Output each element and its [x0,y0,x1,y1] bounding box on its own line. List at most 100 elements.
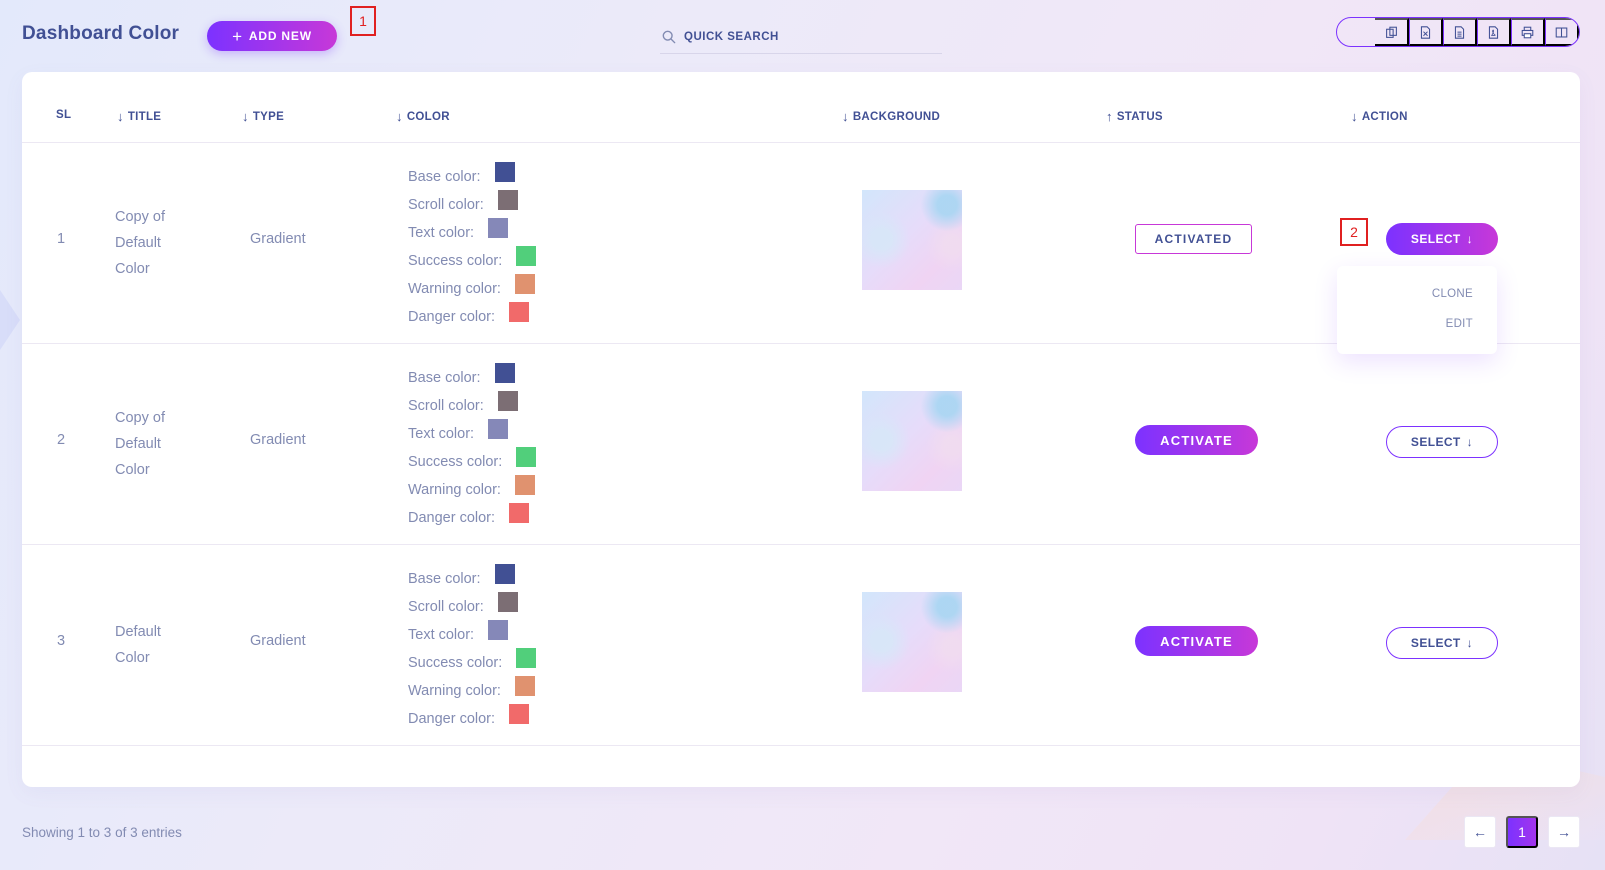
activate-button[interactable]: ACTIVATE [1135,626,1258,656]
table-row: 1 Copy of Default Color Gradient Base co… [22,143,1580,344]
excel-icon [1420,25,1431,39]
row-title: Default Color [115,624,161,666]
page-title: Dashboard Color [22,23,180,44]
color-item-base: Base color: [408,363,536,392]
select-button[interactable]: SELECT ↓ [1386,627,1498,659]
color-item-base: Base color: [408,162,536,191]
color-item-scroll: Scroll color: [408,190,536,219]
color-item-danger: Danger color: [408,704,536,733]
select-button[interactable]: SELECT ↓ [1386,426,1498,458]
color-swatch [497,391,518,411]
color-swatch [514,274,535,294]
color-swatch [497,190,518,210]
color-item-success: Success color: [408,648,537,677]
color-item-scroll: Scroll color: [408,592,536,621]
color-item-text: Text color: [408,218,536,247]
color-swatch [516,246,537,266]
annotation-marker: 1 [350,6,376,36]
print-button[interactable] [1511,18,1545,46]
pagination-next-button[interactable]: → [1548,816,1580,848]
color-item-warning: Warning color: [408,475,536,504]
color-swatch [488,419,509,439]
color-item-danger: Danger color: [408,503,536,532]
action-dropdown-menu: CLONE EDIT [1337,266,1497,354]
color-item-text: Text color: [408,419,536,448]
chevron-down-icon: ↓ [1466,435,1474,449]
row-type: Gradient [250,231,306,247]
row-title: Copy of Default Color [115,209,165,277]
pdf-button[interactable] [1477,18,1511,46]
color-item-text: Text color: [408,620,536,649]
copy-icon [1385,26,1397,38]
column-header-title[interactable]: ↓ TITLE [117,109,161,124]
column-header-type[interactable]: ↓ TYPE [242,109,284,124]
background-thumbnail [862,592,962,692]
color-item-warning: Warning color: [408,676,536,705]
sort-down-icon: ↓ [1351,109,1358,124]
color-swatch [516,648,537,668]
background-thumbnail [862,190,962,290]
color-swatch [514,475,535,495]
color-list: Base color: Scroll color: Text color: Su… [408,363,537,532]
entries-info: Showing 1 to 3 of 3 entries [22,825,182,840]
table-row: 3 Default Color Gradient Base color: Scr… [22,545,1580,746]
table-header: SL ↓ TITLE ↓ TYPE ↓ COLOR ↓ BACKGROUND ↑… [22,72,1580,143]
color-swatch [494,363,515,383]
plus-icon: + [232,26,243,46]
column-label: TITLE [127,110,162,123]
print-icon [1521,26,1534,38]
color-swatch [497,592,518,612]
excel-button[interactable] [1409,18,1443,46]
activate-button[interactable]: ACTIVATE [1135,425,1258,455]
column-header-sl[interactable]: SL [56,109,71,121]
sort-down-icon: ↓ [117,109,124,124]
csv-button[interactable] [1443,18,1477,46]
column-header-action[interactable]: ↓ ACTION [1351,109,1408,124]
columns-button[interactable] [1545,18,1579,46]
column-header-status[interactable]: ↑ STATUS [1106,109,1163,124]
quick-search[interactable]: QUICK SEARCH [660,20,942,54]
color-table-card: SL ↓ TITLE ↓ TYPE ↓ COLOR ↓ BACKGROUND ↑… [22,72,1580,787]
row-sl: 2 [57,432,66,448]
column-label: TYPE [252,110,285,123]
add-new-button[interactable]: + ADD NEW [207,21,337,51]
select-button[interactable]: SELECT ↓ [1386,223,1498,255]
pagination-prev-button[interactable]: ← [1464,816,1496,848]
color-list: Base color: Scroll color: Text color: Su… [408,162,537,331]
row-type: Gradient [250,633,306,649]
column-label: SL [56,109,72,121]
search-icon [662,30,676,43]
color-swatch [488,620,509,640]
pagination-page-1[interactable]: 1 [1506,816,1538,848]
color-swatch [494,564,515,584]
color-item-scroll: Scroll color: [408,391,536,420]
column-label: ACTION [1361,110,1408,123]
sort-down-icon: ↓ [396,109,403,124]
row-title: Copy of Default Color [115,410,165,478]
add-new-label: ADD NEW [248,29,312,43]
color-item-success: Success color: [408,447,537,476]
color-swatch [516,447,537,467]
chevron-down-icon: ↓ [1466,636,1474,650]
color-item-success: Success color: [408,246,537,275]
arrow-right-icon: → [1557,824,1571,840]
column-label: COLOR [406,110,450,123]
table-row: 2 Copy of Default Color Gradient Base co… [22,344,1580,545]
page-header: Dashboard Color + ADD NEW 1 QUICK SEARCH [0,0,1605,72]
column-label: BACKGROUND [852,110,941,123]
column-header-background[interactable]: ↓ BACKGROUND [842,109,940,124]
copy-button[interactable] [1375,18,1409,46]
color-swatch [494,162,515,182]
menu-item-edit[interactable]: EDIT [1445,318,1473,330]
sort-up-icon: ↑ [1106,109,1113,124]
arrow-left-icon: ← [1473,824,1487,840]
column-header-color[interactable]: ↓ COLOR [396,109,450,124]
export-toolbar [1336,17,1580,47]
color-item-base: Base color: [408,564,536,593]
search-label: QUICK SEARCH [684,30,779,43]
color-swatch [488,218,509,238]
status-badge-activated: ACTIVATED [1135,224,1252,254]
color-list: Base color: Scroll color: Text color: Su… [408,564,537,733]
menu-item-clone[interactable]: CLONE [1431,288,1473,300]
sort-down-icon: ↓ [842,109,849,124]
